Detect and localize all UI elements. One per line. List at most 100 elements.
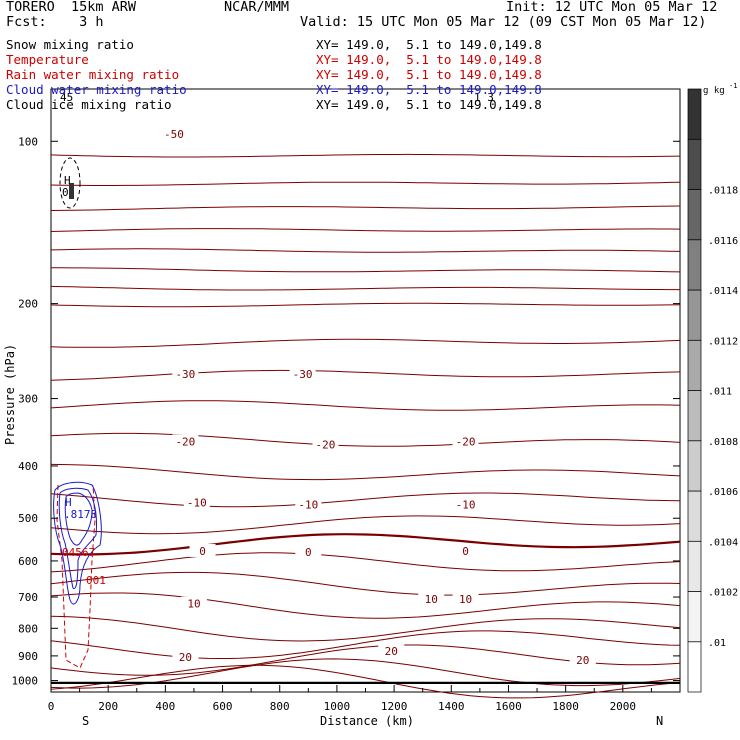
colorbar-tick-label: .0104 [708,537,738,548]
isotherm-line [50,432,681,447]
contour-label-knockout [452,543,479,557]
isotherm-line [50,615,681,642]
cloud-water-contour-mid [58,487,97,590]
y-tick-label: 400 [18,460,38,473]
cloud-ice-label: 1 3 [474,91,494,104]
colorbar-tick-label: .0106 [708,487,738,498]
south-endpoint-label: S [82,714,89,728]
contour-label-knockout [569,653,596,667]
y-tick-label: 1000 [12,675,39,688]
isotherm-line [50,492,681,508]
colorbar-tick-label: .0114 [708,286,738,297]
rain-water-contour [56,484,96,669]
isotherm-line [50,400,681,411]
isotherm-line [50,285,680,291]
cloud-ice-value-label: 0 [62,186,69,199]
colorbar-box [687,88,702,140]
forecast-hour: Fcst: 3 h [6,14,104,30]
field-name: Cloud water mixing ratio [6,82,187,97]
isotherm-line [50,463,681,481]
isotherm-line [50,515,681,535]
isotherm-line [50,205,681,211]
temperature-contour-label: -30 [175,368,195,381]
contour-label-knockout [289,366,316,380]
field-name: Temperature [6,52,89,67]
contour-label-knockout [172,650,199,664]
y-tick-label: 900 [18,650,38,663]
isotherm-line [50,153,681,158]
colorbar-box [687,591,702,643]
colorbar-box [687,390,702,442]
contour-label-knockout [295,544,322,558]
isotherm-line [50,592,681,619]
contour-label-knockout [452,592,479,606]
colorbar-box [687,339,702,391]
contour-label-knockout [172,434,199,448]
field-name: Snow mixing ratio [6,37,134,52]
contour-label-knockout [312,437,339,451]
colorbar-box [687,189,702,241]
x-tick-label: 1800 [552,700,579,713]
x-tick-label: 400 [155,700,175,713]
x-tick-label: 1200 [381,700,408,713]
isotherm-line [50,630,681,659]
temperature-contours [50,153,681,699]
x-tick-label: 2000 [610,700,637,713]
isotherm-line [50,228,681,232]
organization: NCAR/MMM [224,0,290,15]
y-tick-label: 700 [18,591,38,604]
isotherm-line [50,552,681,573]
cloud-water-contour-outer [53,481,102,605]
cloud-ice-high-label: H [64,174,71,187]
isotherm-line [50,369,681,381]
temperature-contour-label: -10 [456,499,476,512]
contour-label-knockout [160,127,187,141]
colorbar-box [687,641,702,693]
y-tick-label: 100 [18,135,38,148]
colorbar-box [687,440,702,492]
isotherm-line [50,302,681,308]
temperature-contour-label: -10 [187,497,207,510]
colorbar-tick-label: .0112 [708,336,738,347]
field-section-endpoints: XY= 149.0, 5.1 to 149.0,149.8 [316,67,542,82]
colorbar-box [687,490,702,542]
cloud-ice-contour [59,157,81,209]
field-name: Rain water mixing ratio [6,67,180,82]
x-tick-label: 0 [48,700,55,713]
colorbar-box [687,138,702,190]
y-tick-label: 800 [18,622,38,635]
hydrometeor-contours [53,157,102,669]
x-tick-label: 1600 [495,700,522,713]
temperature-contour-label: -30 [293,368,313,381]
x-axis-label: Distance (km) [320,714,414,728]
x-tick-label: 200 [98,700,118,713]
colorbar-unit-exponent: -1 [729,82,737,90]
isotherm-line [50,571,681,596]
y-tick-label: 300 [18,393,38,406]
temperature-contour-label: 20 [576,654,589,667]
y-tick-label: 200 [18,298,38,311]
temperature-contour-label: 0 [199,545,206,558]
temperature-contour-label: 10 [459,593,472,606]
temperature-contour-label: 0 [462,545,469,558]
colorbar-tick-label: .0102 [708,588,738,599]
field-section-endpoints: XY= 149.0, 5.1 to 149.0,149.8 [316,97,542,112]
y-tick-label: 600 [18,555,38,568]
temperature-contour-labels: -50 -30 -30 -20 -20 -20 -10 -10 -10 0 0 0 10 10 10 20 20… [160,127,596,667]
field-section-endpoints: XY= 149.0, 5.1 to 149.0,149.8 [316,52,542,67]
x-tick-label: 600 [213,700,233,713]
temperature-contour-label: -20 [175,435,195,448]
temperature-contour-label: -20 [456,435,476,448]
contour-label-knockout [172,366,199,380]
temperature-contour-label: 20 [179,651,192,664]
contour-label-knockout [452,434,479,448]
colorbar-box [687,540,702,592]
isotherm-line [50,533,681,556]
model-title: TORERO 15km ARW [6,0,137,15]
colorbar-tick-label: .0116 [708,236,738,247]
colorbar-tick-label: .0118 [708,186,738,197]
field-section-endpoints: XY= 149.0, 5.1 to 149.0,149.8 [316,82,542,97]
north-endpoint-label: N [656,714,663,728]
x-tick-label: 1400 [438,700,465,713]
temperature-contour-label: 0 [305,546,312,559]
